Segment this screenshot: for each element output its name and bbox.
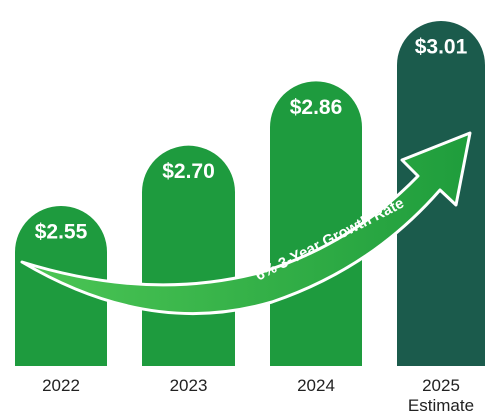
x-tick-label: 2025 Estimate	[407, 376, 475, 415]
bar	[15, 206, 107, 366]
growth-arrow	[20, 131, 472, 315]
x-tick-label: 2022	[42, 376, 80, 395]
value-label: $3.01	[415, 36, 468, 59]
value-label: $2.55	[35, 221, 88, 244]
value-label: $2.86	[290, 96, 343, 119]
bar	[397, 21, 485, 366]
x-tick-label: 2023	[169, 376, 208, 395]
x-tick-label: 2024	[297, 376, 335, 395]
value-label: $2.70	[162, 160, 215, 183]
